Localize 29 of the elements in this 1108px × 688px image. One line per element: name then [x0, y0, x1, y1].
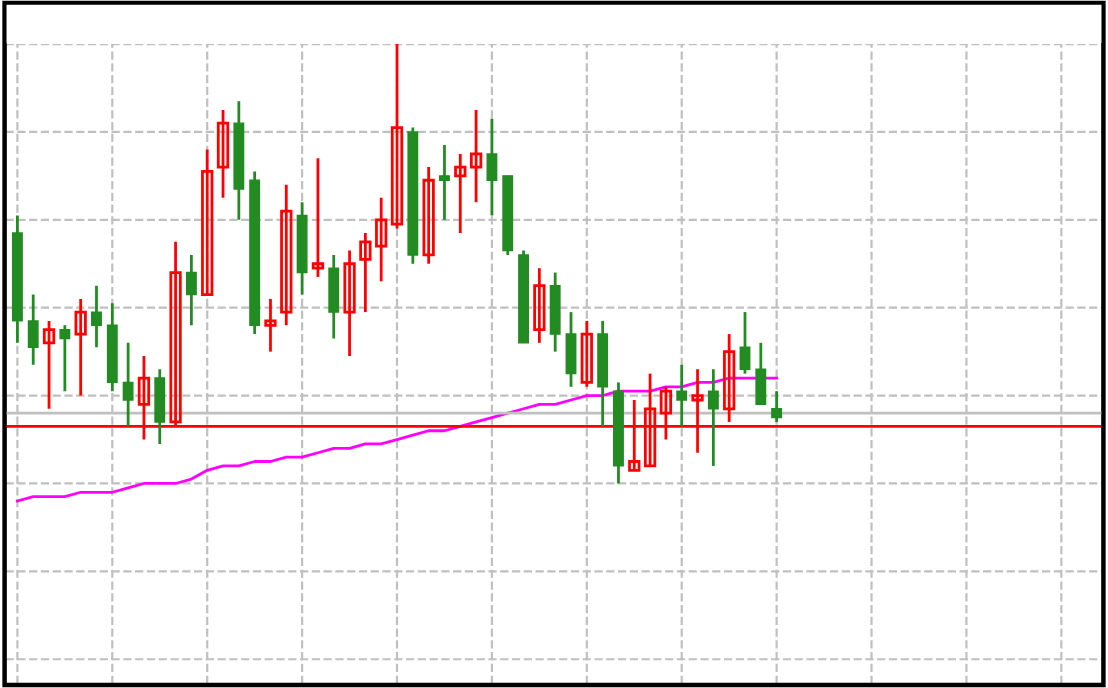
candlestick: [580, 319, 593, 389]
candlestick: [565, 310, 577, 389]
candlestick: [439, 143, 450, 222]
candlestick: [264, 297, 277, 354]
candlestick: [185, 253, 197, 327]
candlestick: [343, 249, 356, 358]
candlestick: [422, 165, 435, 266]
candlestick: [469, 108, 483, 204]
candlestick: [676, 363, 688, 428]
candlestick: [707, 367, 719, 468]
candlestick: [59, 323, 71, 393]
candlestick: [42, 319, 56, 411]
candlestick: [390, 44, 404, 230]
candlestick: [311, 156, 325, 279]
candlestick: [755, 341, 767, 406]
candlestick: [280, 183, 293, 327]
candlestick: [91, 284, 102, 349]
candlestick: [771, 389, 783, 424]
candlestick: [27, 293, 39, 367]
candlestick: [154, 367, 166, 446]
candlestick: [486, 117, 498, 217]
candlestick: [454, 152, 467, 235]
candlestick: [739, 310, 751, 376]
candlestick: [533, 266, 546, 345]
candlestick: [122, 341, 134, 428]
candlestick: [328, 253, 340, 340]
candlestick: [216, 108, 230, 200]
candlestick: [74, 297, 87, 397]
candlestick: [201, 148, 214, 296]
